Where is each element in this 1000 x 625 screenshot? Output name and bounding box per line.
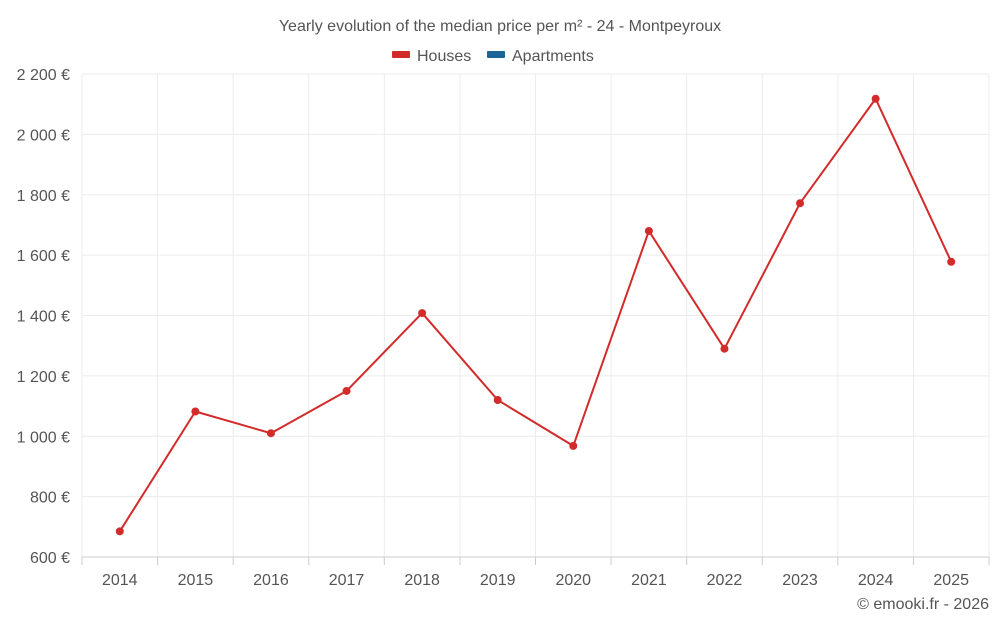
x-tick-label: 2024: [858, 572, 894, 589]
data-point-houses-2014[interactable]: [115, 527, 124, 536]
credit-text: © emooki.fr - 2026: [857, 596, 989, 613]
data-point-houses-2022[interactable]: [720, 344, 729, 353]
y-tick-label: 1 800 €: [17, 188, 70, 205]
data-point-houses-2018[interactable]: [418, 309, 427, 318]
x-tick-label: 2016: [253, 572, 289, 589]
data-point-houses-2020[interactable]: [569, 441, 578, 450]
y-tick-label: 1 600 €: [17, 248, 70, 265]
series-line-houses: [118, 97, 953, 532]
y-tick-label: 1 000 €: [17, 429, 70, 446]
data-point-houses-2025[interactable]: [947, 257, 956, 266]
data-point-houses-2024[interactable]: [871, 94, 880, 103]
data-point-houses-2021[interactable]: [644, 226, 653, 235]
legend-item-apartments[interactable]: Apartments: [487, 48, 594, 65]
legend-label-houses: Houses: [417, 48, 471, 65]
x-tick-label: 2014: [102, 572, 138, 589]
y-tick-label: 1 400 €: [17, 309, 70, 326]
chart-title: Yearly evolution of the median price per…: [279, 18, 721, 35]
y-tick-label: 600 €: [30, 550, 70, 567]
data-point-houses-2019[interactable]: [493, 396, 502, 405]
legend-swatch-houses: [392, 51, 410, 58]
x-tick-label: 2023: [782, 572, 818, 589]
x-tick-label: 2021: [631, 572, 667, 589]
data-point-houses-2017[interactable]: [342, 386, 351, 395]
x-tick-label: 2018: [404, 572, 440, 589]
plot-area: [115, 94, 956, 536]
data-point-houses-2016[interactable]: [266, 429, 275, 438]
x-tick-label: 2017: [329, 572, 365, 589]
x-tick-label: 2015: [178, 572, 214, 589]
data-point-houses-2015[interactable]: [191, 407, 200, 416]
grid: [81, 73, 990, 557]
x-axis: 2014 2015 2016 2017 2018 2019 2020 2021 2022 2023…: [81, 556, 990, 589]
y-tick-label: 2 000 €: [17, 127, 70, 144]
legend-label-apartments: Apartments: [512, 48, 594, 65]
x-tick-label: 2025: [933, 572, 969, 589]
x-tick-label: 2019: [480, 572, 516, 589]
legend-item-houses[interactable]: Houses: [392, 48, 471, 65]
y-tick-label: 800 €: [30, 490, 70, 507]
x-tick-label: 2020: [555, 572, 591, 589]
y-tick-label: 1 200 €: [17, 369, 70, 386]
legend: Houses Apartments: [392, 48, 594, 65]
data-point-houses-2023[interactable]: [796, 199, 805, 208]
x-tick-label: 2022: [707, 572, 743, 589]
y-axis: 600 € 800 € 1 000 € 1 200 € 1 400 € 1 600 € 1 …: [17, 67, 70, 567]
legend-swatch-apartments: [487, 51, 505, 58]
y-tick-label: 2 200 €: [17, 67, 70, 84]
